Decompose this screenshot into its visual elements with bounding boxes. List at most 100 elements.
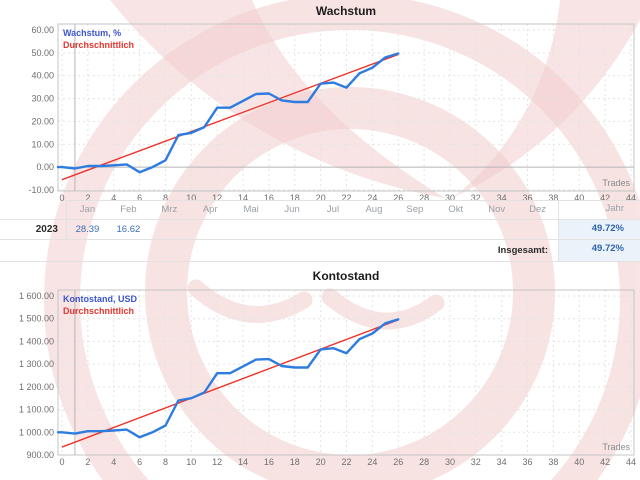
svg-text:8: 8 [163,193,168,202]
svg-text:44: 44 [626,193,636,202]
svg-text:Kontostand, USD: Kontostand, USD [63,294,137,304]
svg-text:26: 26 [393,193,403,202]
svg-text:16: 16 [264,193,274,202]
year-total-value: 49.72% [558,220,640,239]
svg-text:18: 18 [290,457,300,467]
svg-text:38: 38 [548,457,558,467]
table-header-row: Jan Feb Mrz Apr Mai Jun Jul Aug Sep Okt Nov Dez Jah… [0,200,640,220]
balance-chart-title: Kontostand [312,269,380,283]
svg-text:22: 22 [341,193,351,202]
svg-text:34: 34 [497,457,507,467]
svg-text:16: 16 [264,457,274,467]
svg-text:Durchschnittlich: Durchschnittlich [63,40,134,50]
svg-text:30: 30 [445,457,455,467]
svg-text:42: 42 [600,457,610,467]
month-header: Okt [448,204,464,215]
svg-text:44: 44 [626,457,636,467]
svg-text:20: 20 [316,457,326,467]
svg-text:32: 32 [471,193,481,202]
svg-text:1 400.00: 1 400.00 [19,336,54,346]
year-column-header: Jahr [558,200,640,219]
month-values: 28.39 16.62 [66,220,558,239]
svg-text:40: 40 [574,457,584,467]
svg-text:Wachstum, %: Wachstum, % [63,28,121,38]
month-header: Jan [79,204,96,215]
svg-text:Trades: Trades [602,178,630,188]
table-total-row: Insgesamt: 49.72% [0,240,640,262]
svg-text:900.00: 900.00 [26,450,54,460]
svg-text:Durchschnittlich: Durchschnittlich [63,306,134,316]
svg-text:40.00: 40.00 [31,71,54,81]
svg-text:30.00: 30.00 [31,94,54,104]
svg-text:10.00: 10.00 [31,139,54,149]
svg-text:36: 36 [523,457,533,467]
svg-text:8: 8 [163,457,168,467]
svg-text:60.00: 60.00 [31,25,54,35]
growth-chart: 60.00 50.00 40.00 30.00 20.00 10.00 0.00 -10.00… [28,23,636,202]
svg-text:24: 24 [367,193,377,202]
svg-text:40: 40 [574,193,584,202]
month-value: 28.39 [75,224,100,235]
svg-text:20.00: 20.00 [31,116,54,126]
svg-text:Trades: Trades [602,442,630,452]
month-header: Mrz [161,204,178,215]
year-label: 2023 [35,224,58,235]
month-headers: Jan Feb Mrz Apr Mai Jun Jul Aug Sep Okt Nov Dez [66,200,558,219]
svg-text:2: 2 [85,457,90,467]
svg-text:12: 12 [212,193,222,202]
svg-text:42: 42 [600,193,610,202]
svg-text:1 500.00: 1 500.00 [19,314,54,324]
balance-chart: 1 600.00 1 500.00 1 400.00 1 300.00 1 200.00… [19,289,636,467]
svg-text:6: 6 [137,457,142,467]
month-header: Jun [284,204,300,215]
svg-text:34: 34 [497,193,507,202]
month-header: Dez [529,204,547,215]
month-header: Jul [326,204,340,215]
total-label: Insgesamt: [497,245,548,256]
svg-text:10: 10 [186,193,196,202]
svg-text:6: 6 [137,193,142,202]
svg-text:4: 4 [111,457,116,467]
svg-text:38: 38 [548,193,558,202]
svg-text:36: 36 [523,193,533,202]
svg-text:4: 4 [111,193,116,202]
svg-text:2: 2 [85,193,90,202]
svg-text:28: 28 [419,457,429,467]
svg-text:1 600.00: 1 600.00 [19,291,54,301]
svg-text:26: 26 [393,457,403,467]
svg-text:0: 0 [59,193,64,202]
svg-text:0.00: 0.00 [36,162,54,172]
growth-chart-block: Wachstum 60.00 50.00 40.00 30.00 20.00 10.00 0… [0,0,640,202]
svg-text:0: 0 [59,457,64,467]
svg-text:1 300.00: 1 300.00 [19,359,54,369]
svg-text:18: 18 [290,193,300,202]
monthly-growth-table: Jan Feb Mrz Apr Mai Jun Jul Aug Sep Okt Nov Dez Jah… [0,200,640,262]
svg-text:50.00: 50.00 [31,48,54,58]
month-value: 16.62 [116,224,141,235]
month-header: Aug [365,204,383,215]
svg-text:32: 32 [471,457,481,467]
month-header: Feb [120,204,137,215]
svg-text:30: 30 [445,193,455,202]
month-header: Nov [488,204,506,215]
svg-text:20: 20 [316,193,326,202]
svg-text:1 200.00: 1 200.00 [19,382,54,392]
svg-text:22: 22 [341,457,351,467]
month-header: Sep [406,204,424,215]
svg-text:28: 28 [419,193,429,202]
total-value: 49.72% [558,240,640,261]
month-header: Apr [202,204,218,215]
svg-text:-10.00: -10.00 [28,185,54,195]
svg-text:14: 14 [238,193,248,202]
balance-chart-block: Kontostand 1 600.00 1 500.00 1 400.00 1 300… [0,262,640,480]
growth-chart-title: Wachstum [315,4,377,18]
svg-text:12: 12 [212,457,222,467]
table-row-2023: 2023 28.39 16.62 49.72% [0,220,640,240]
month-header: Mai [243,204,259,215]
svg-text:1 100.00: 1 100.00 [19,405,54,415]
svg-text:14: 14 [238,457,248,467]
svg-text:24: 24 [367,457,377,467]
svg-text:10: 10 [186,457,196,467]
svg-text:1 000.00: 1 000.00 [19,427,54,437]
